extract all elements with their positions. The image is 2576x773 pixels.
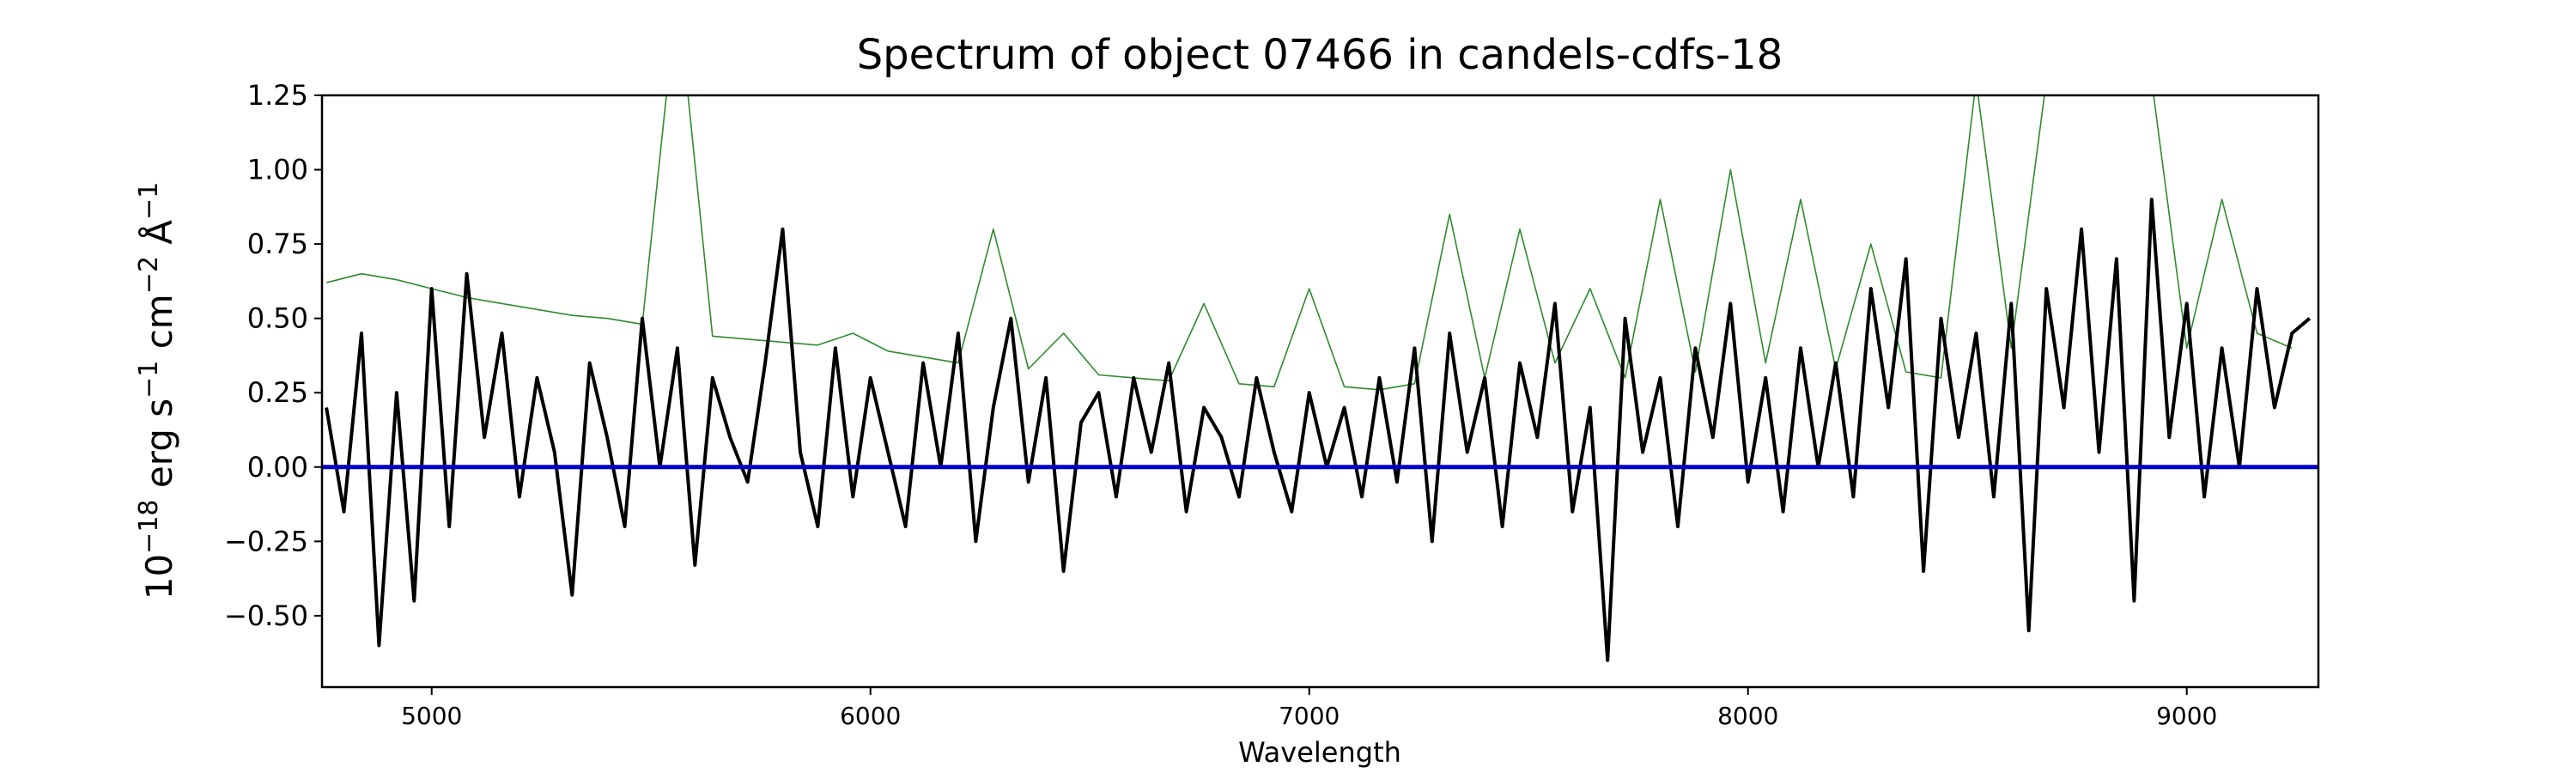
y-tick-label: 0.25 bbox=[247, 376, 308, 409]
x-tick-label: 7000 bbox=[1279, 702, 1340, 730]
chart-title: Spectrum of object 07466 in candels-cdfs… bbox=[857, 31, 1783, 79]
y-tick-label: 0.50 bbox=[247, 302, 308, 335]
x-tick-label: 9000 bbox=[2156, 702, 2217, 730]
y-label-superscript: −18 bbox=[134, 500, 164, 554]
y-tick-label: −0.25 bbox=[224, 525, 308, 557]
y-label-part: 10 bbox=[138, 554, 180, 600]
y-label-superscript: −1 bbox=[134, 361, 164, 399]
y-tick-label: 1.00 bbox=[247, 154, 308, 186]
y-label-part: Å bbox=[137, 220, 180, 256]
y-tick-label: 0.00 bbox=[247, 451, 308, 484]
y-label-superscript: −1 bbox=[134, 182, 164, 220]
spectrum-line bbox=[325, 95, 2293, 391]
x-tick-label: 5000 bbox=[401, 702, 462, 730]
y-axis-label: 10−18 erg s−1 cm−2 Å−1 bbox=[134, 182, 181, 600]
spectrum-line bbox=[325, 198, 2312, 662]
y-tick-label: −0.50 bbox=[224, 600, 308, 632]
y-label-superscript: −2 bbox=[134, 256, 164, 294]
y-label-part: erg s bbox=[138, 399, 180, 500]
y-tick-label: 0.75 bbox=[247, 228, 308, 260]
x-tick-label: 8000 bbox=[1717, 702, 1778, 730]
y-label-part: cm bbox=[138, 294, 180, 360]
y-tick-label: 1.25 bbox=[247, 79, 308, 112]
x-axis-label: Wavelength bbox=[1238, 736, 1401, 769]
plot-area bbox=[322, 95, 2318, 662]
x-tick-label: 6000 bbox=[840, 702, 901, 730]
plot-frame bbox=[320, 94, 2320, 689]
